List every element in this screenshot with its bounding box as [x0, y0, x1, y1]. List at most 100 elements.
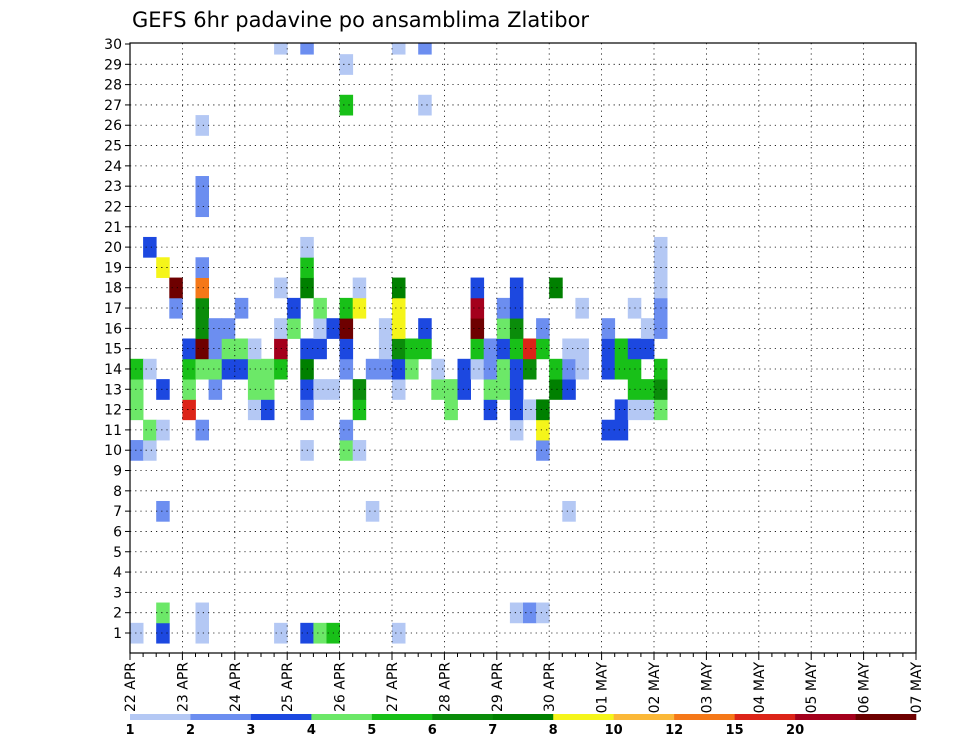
- heatmap-cell: [274, 43, 288, 55]
- colorbar-segment: [674, 714, 735, 720]
- y-tick-label: 6: [113, 524, 122, 540]
- heatmap-cell: [313, 297, 327, 319]
- heatmap-cell: [523, 338, 537, 360]
- x-tick-label: 29 APR: [490, 662, 506, 712]
- heatmap-cell: [392, 318, 406, 339]
- heatmap-cell: [195, 622, 209, 644]
- colorbar: 1 2 3 4 5 6 7 8 10 12 15 20: [125, 714, 917, 738]
- heatmap-cell: [339, 440, 354, 461]
- heatmap-cell: [431, 358, 445, 380]
- heatmap-cell: [392, 338, 406, 360]
- heatmap-cell: [509, 602, 524, 624]
- heatmap-cell: [549, 379, 563, 400]
- heatmap-cell: [392, 297, 406, 319]
- x-tick-label: 03 MAY: [699, 662, 715, 714]
- colorbar-segment: [855, 714, 917, 720]
- heatmap-cell: [195, 358, 209, 380]
- y-tick-label: 3: [113, 585, 122, 601]
- y-tick-label: 15: [104, 342, 122, 358]
- colorbar-segment: [492, 714, 554, 720]
- heatmap-cell: [509, 419, 524, 441]
- heatmap-cell: [208, 358, 223, 380]
- heatmap-cell: [496, 297, 511, 319]
- colorbar-label: 5: [367, 723, 376, 738]
- x-tick-label: 05 MAY: [804, 662, 820, 714]
- y-tick-label: 13: [104, 382, 122, 398]
- x-tick-label: 02 MAY: [647, 662, 663, 714]
- heatmap-cell: [221, 318, 236, 339]
- heatmap-cell: [457, 379, 471, 400]
- heatmap-cell: [130, 358, 144, 380]
- heatmap-cell: [156, 257, 170, 278]
- heatmap-cell: [195, 277, 209, 299]
- heatmap-cell: [156, 622, 170, 644]
- heatmap-cell: [339, 338, 354, 360]
- heatmap-cell: [234, 358, 249, 380]
- y-tick-label: 23: [104, 179, 122, 195]
- heatmap-cell: [418, 94, 432, 116]
- heatmap-cell: [418, 43, 432, 55]
- x-tick-label: 26 APR: [333, 662, 349, 712]
- colorbar-segment: [311, 714, 373, 720]
- y-tick-label: 9: [113, 464, 122, 480]
- heatmap-cell: [156, 602, 170, 624]
- heatmap-cell: [182, 379, 196, 400]
- heatmap-cell: [339, 419, 354, 441]
- colorbar-segment: [250, 714, 312, 720]
- heatmap-cell: [536, 318, 550, 339]
- heatmap-cell: [208, 379, 223, 400]
- heatmap-cell: [562, 500, 576, 522]
- heatmap-cell: [156, 500, 170, 522]
- y-tick-label: 18: [104, 281, 122, 297]
- heatmap-cell: [536, 602, 550, 624]
- heatmap-cell: [339, 54, 354, 75]
- y-tick-label: 11: [104, 423, 122, 439]
- heatmap-cell: [549, 277, 563, 299]
- heatmap-cell: [182, 338, 196, 360]
- heatmap-cell: [392, 43, 406, 55]
- colorbar-label: 8: [549, 723, 558, 738]
- heatmap-cell: [365, 500, 380, 522]
- heatmap-cell: [418, 318, 432, 339]
- heatmap-cell: [392, 622, 406, 644]
- colorbar-segment: [613, 714, 675, 720]
- y-tick-label: 25: [104, 139, 122, 155]
- heatmap-cell: [339, 318, 354, 339]
- y-tick-label: 21: [104, 220, 122, 236]
- heatmap-cell: [339, 94, 354, 116]
- heatmap-cell: [470, 338, 485, 360]
- heatmap-cell: [431, 379, 445, 400]
- heatmap-cell: [182, 399, 196, 421]
- heatmap-cell: [234, 297, 249, 319]
- heatmap-cell: [300, 43, 314, 55]
- heatmap-cell: [195, 115, 209, 136]
- heatmap-cell: [208, 338, 223, 360]
- heatmap-cell: [601, 419, 616, 441]
- heatmap-cell: [523, 358, 537, 380]
- heatmap-cell: [536, 440, 550, 461]
- heatmap-cell: [195, 176, 209, 197]
- heatmap-cell: [470, 277, 485, 299]
- heatmap-cell: [156, 379, 170, 400]
- heatmap-cell: [195, 297, 209, 319]
- y-tick-label: 5: [113, 545, 122, 561]
- heatmap-cell: [247, 379, 262, 400]
- heatmap-cell: [496, 379, 511, 400]
- heatmap-cell: [575, 358, 589, 380]
- heatmap-cell: [130, 622, 144, 644]
- heatmap-cell: [143, 440, 157, 461]
- heatmap-cell: [483, 399, 498, 421]
- heatmap-cell: [496, 338, 511, 360]
- heatmap-cell: [261, 358, 275, 380]
- heatmap-cell: [221, 358, 236, 380]
- y-tick-label: 16: [104, 321, 122, 337]
- colorbar-label: 10: [605, 723, 623, 738]
- x-tick-label: 01 MAY: [595, 662, 611, 714]
- heatmap-cell: [313, 338, 327, 360]
- y-tick-label: 1: [113, 626, 122, 642]
- x-axis: 22 APR 23 APR 24 APR 25 APR 26 APR 27 APR 28 A…: [123, 653, 925, 713]
- y-tick-label: 7: [113, 504, 122, 520]
- x-tick-label: 25 APR: [280, 662, 296, 712]
